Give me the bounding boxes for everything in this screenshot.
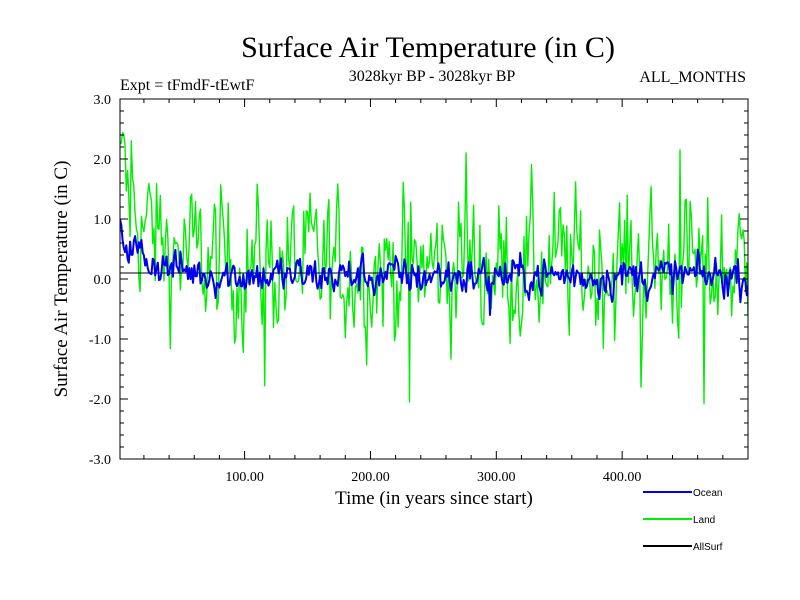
y-axis-label: Surface Air Temperature (in C) bbox=[51, 161, 72, 398]
series-land-line bbox=[120, 131, 748, 405]
x-tick-label: 200.00 bbox=[351, 470, 390, 485]
months-label: ALL_MONTHS bbox=[639, 69, 746, 86]
legend-ocean-label: Ocean bbox=[693, 488, 722, 499]
y-tick-label: -3.0 bbox=[89, 453, 111, 468]
series-layer bbox=[120, 131, 748, 405]
series-ocean-line bbox=[120, 219, 748, 316]
x-tick-label: 300.00 bbox=[477, 470, 516, 485]
period-label: 3028kyr BP - 3028kyr BP bbox=[349, 68, 516, 85]
chart-title: Surface Air Temperature (in C) bbox=[241, 31, 615, 64]
y-tick-label: 1.0 bbox=[94, 213, 112, 228]
legend-land-label: Land bbox=[693, 515, 715, 526]
y-tick-label: 2.0 bbox=[94, 153, 112, 168]
experiment-label: Expt = tFmdF-tEwtF bbox=[120, 77, 254, 94]
ticks-layer: -3.0 -2.0 -1.0 0.0 1.0 2.0 3.0 100.00 200.00 300.… bbox=[89, 93, 749, 485]
plot-frame bbox=[119, 98, 749, 460]
y-tick-label: -1.0 bbox=[89, 333, 111, 348]
x-tick-label: 100.00 bbox=[225, 470, 264, 485]
legend: Ocean Land AllSurf bbox=[643, 488, 723, 553]
x-axis-label: Time (in years since start) bbox=[335, 488, 533, 509]
y-tick-label: -2.0 bbox=[89, 393, 111, 408]
x-tick-label: 400.00 bbox=[603, 470, 642, 485]
y-tick-label: 0.0 bbox=[94, 273, 112, 288]
y-tick-label: 3.0 bbox=[94, 93, 112, 108]
legend-allsurf-label: AllSurf bbox=[693, 542, 723, 553]
